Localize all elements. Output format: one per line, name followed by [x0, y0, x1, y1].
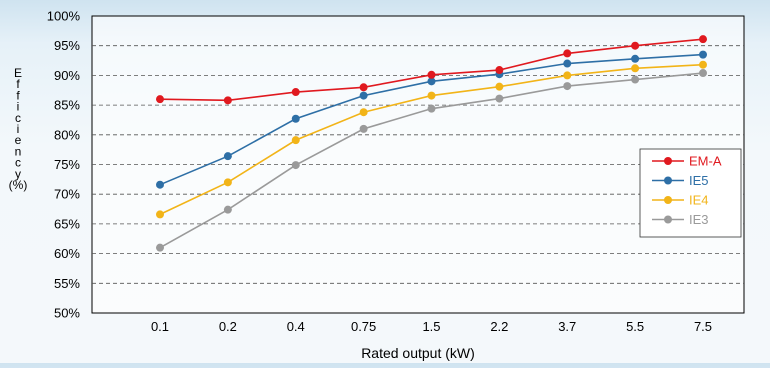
data-point-ie3 — [631, 75, 640, 84]
data-point-em-a — [223, 96, 232, 105]
data-point-ie3 — [699, 69, 707, 78]
data-point-ie5 — [223, 152, 232, 161]
data-point-ie5 — [359, 91, 368, 100]
y-tick-label: 60% — [54, 246, 80, 261]
series-em-a — [156, 35, 707, 105]
data-point-em-a — [563, 49, 572, 58]
x-tick-label: 0.2 — [219, 319, 237, 334]
data-point-ie4 — [427, 91, 436, 100]
data-point-em-a — [495, 66, 504, 75]
data-point-ie4 — [495, 82, 504, 91]
x-tick-label: 0.1 — [151, 319, 169, 334]
data-point-ie3 — [156, 243, 164, 252]
data-point-ie4 — [699, 60, 707, 69]
legend-label: IE5 — [689, 173, 709, 188]
y-tick-label: 90% — [54, 68, 80, 83]
y-tick-label: 95% — [54, 38, 80, 53]
legend-marker — [664, 157, 672, 165]
y-tick-label: 55% — [54, 276, 80, 291]
data-point-ie3 — [291, 161, 300, 170]
series-ie3 — [156, 69, 707, 252]
x-tick-label: 0.4 — [287, 319, 305, 334]
data-point-ie5 — [291, 114, 300, 123]
legend-label: IE3 — [689, 212, 709, 227]
data-point-ie3 — [427, 104, 436, 113]
legend-marker — [664, 176, 672, 185]
x-tick-label: 1.5 — [422, 319, 440, 334]
x-tick-label: 5.5 — [626, 319, 644, 334]
legend-marker — [664, 196, 672, 204]
series-ie5 — [156, 50, 707, 189]
legend-label: IE4 — [689, 193, 709, 208]
data-point-ie3 — [359, 124, 368, 133]
x-tick-label: 7.5 — [694, 319, 712, 334]
data-point-ie3 — [563, 82, 572, 91]
data-point-em-a — [427, 70, 436, 79]
data-point-ie4 — [156, 210, 164, 219]
data-point-em-a — [699, 35, 707, 44]
data-point-ie3 — [223, 205, 232, 214]
legend-label: EM-A — [689, 154, 722, 169]
data-point-ie5 — [563, 59, 572, 68]
y-tick-label: 50% — [54, 306, 80, 321]
y-tick-label: 75% — [54, 157, 80, 172]
data-point-ie4 — [563, 71, 572, 80]
data-point-ie5 — [156, 180, 164, 189]
data-point-em-a — [291, 88, 300, 97]
legend-marker — [664, 215, 672, 224]
x-tick-labels: 0.1 0.2 0.4 0.75 1.5 2.2 3.7 5.5 7.5 — [151, 319, 712, 334]
data-point-ie5 — [427, 77, 436, 86]
data-point-ie5 — [631, 54, 640, 63]
y-tick-label: 100% — [47, 9, 81, 24]
y-tick-label: 85% — [54, 98, 80, 113]
series-ie4 — [156, 60, 707, 219]
y-tick-label: 70% — [54, 187, 80, 202]
data-point-ie4 — [291, 136, 300, 145]
data-point-em-a — [359, 83, 368, 92]
data-point-ie4 — [223, 178, 232, 187]
data-point-em-a — [156, 95, 164, 104]
x-axis-label: Rated output (kW) — [361, 345, 475, 361]
legend-box — [639, 148, 742, 238]
y-tick-label: 65% — [54, 216, 80, 231]
data-point-ie3 — [495, 94, 504, 103]
data-point-ie4 — [359, 108, 368, 117]
grid-lines — [92, 45, 744, 284]
x-tick-label: 3.7 — [558, 319, 576, 334]
data-point-ie4 — [631, 64, 640, 73]
y-tick-labels: 50% 55% 60% 65% 70% 75% 80% 85% 90% 95% 100% — [47, 9, 81, 321]
x-tick-label: 2.2 — [490, 319, 508, 334]
x-tick-label: 0.75 — [351, 319, 376, 334]
legend: EM-A IE5 IE4 IE3 — [639, 148, 742, 238]
data-point-ie5 — [699, 50, 707, 59]
y-tick-label: 80% — [54, 127, 80, 142]
data-point-em-a — [631, 41, 640, 50]
series-group — [156, 35, 707, 252]
